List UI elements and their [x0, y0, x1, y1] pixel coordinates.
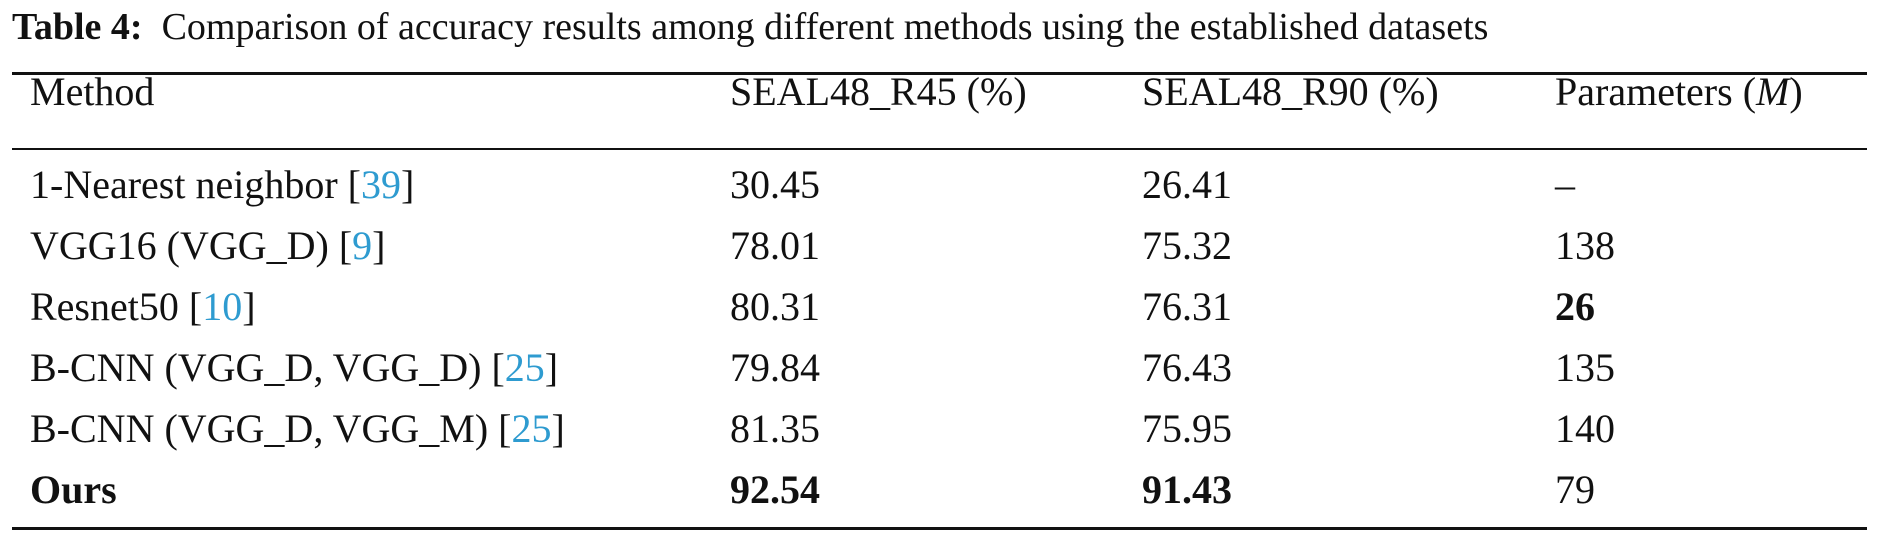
header-parameters: Parameters (M)	[1555, 64, 1803, 120]
citation-bracket: ]	[544, 345, 559, 390]
top-rule	[12, 72, 1867, 75]
table-row-method: B-CNN (VGG_D, VGG_M) [25]	[30, 401, 565, 457]
citation-bracket: ]	[372, 223, 386, 268]
r90-value: 75.32	[1142, 223, 1232, 268]
citation-link[interactable]: 25	[504, 345, 545, 390]
r45-value: 30.45	[730, 162, 820, 207]
citation-link[interactable]: 39	[360, 162, 401, 207]
citation-bracket: ]	[242, 284, 256, 329]
r90-value-best: 91.43	[1142, 467, 1232, 512]
citation-bracket: ]	[551, 406, 565, 451]
table-caption-text: Comparison of accuracy results among dif…	[161, 6, 1489, 48]
method-name: B-CNN (VGG_D, VGG_D) [	[30, 345, 505, 390]
r45-value: 79.84	[730, 345, 820, 390]
header-parameters-prefix: Parameters (	[1555, 69, 1757, 114]
method-name: VGG16 (VGG_D) [	[30, 223, 353, 268]
table-row-method: 1-Nearest neighbor [39]	[30, 157, 414, 213]
r90-value: 75.95	[1142, 406, 1232, 451]
header-parameters-unit: M	[1756, 69, 1790, 114]
r90-value: 76.31	[1142, 284, 1232, 329]
citation-link[interactable]: 25	[511, 406, 552, 451]
method-name: 1-Nearest neighbor [	[30, 162, 361, 207]
params-value: 138	[1555, 223, 1615, 268]
header-r90: SEAL48_R90 (%)	[1142, 69, 1439, 114]
params-value: –	[1555, 162, 1575, 207]
params-value-best: 26	[1555, 284, 1595, 329]
params-value: 135	[1555, 345, 1615, 390]
table-row-method: VGG16 (VGG_D) [9]	[30, 218, 386, 274]
r45-value: 81.35	[730, 406, 820, 451]
table-caption-label: Table 4:	[12, 6, 143, 48]
header-method: Method	[30, 69, 155, 114]
table-row-method-ours: Ours	[30, 467, 117, 512]
bottom-rule	[12, 527, 1867, 530]
citation-link[interactable]: 10	[202, 284, 243, 329]
citation-link[interactable]: 9	[352, 223, 373, 268]
table-row-method: Resnet50 [10]	[30, 279, 256, 335]
params-value: 79	[1555, 467, 1595, 512]
params-value: 140	[1555, 406, 1615, 451]
table-row-method: B-CNN (VGG_D, VGG_D) [25]	[30, 340, 558, 396]
method-name: B-CNN (VGG_D, VGG_M) [	[30, 406, 512, 451]
method-name: Resnet50 [	[30, 284, 203, 329]
r90-value: 76.43	[1142, 345, 1232, 390]
r90-value: 26.41	[1142, 162, 1232, 207]
r45-value: 80.31	[730, 284, 820, 329]
r45-value-best: 92.54	[730, 467, 820, 512]
header-parameters-suffix: )	[1789, 69, 1803, 114]
citation-bracket: ]	[400, 162, 415, 207]
r45-value: 78.01	[730, 223, 820, 268]
header-rule	[12, 148, 1867, 150]
table-caption: Table 4: Comparison of accuracy results …	[12, 2, 1488, 52]
header-r45: SEAL48_R45 (%)	[730, 69, 1027, 114]
